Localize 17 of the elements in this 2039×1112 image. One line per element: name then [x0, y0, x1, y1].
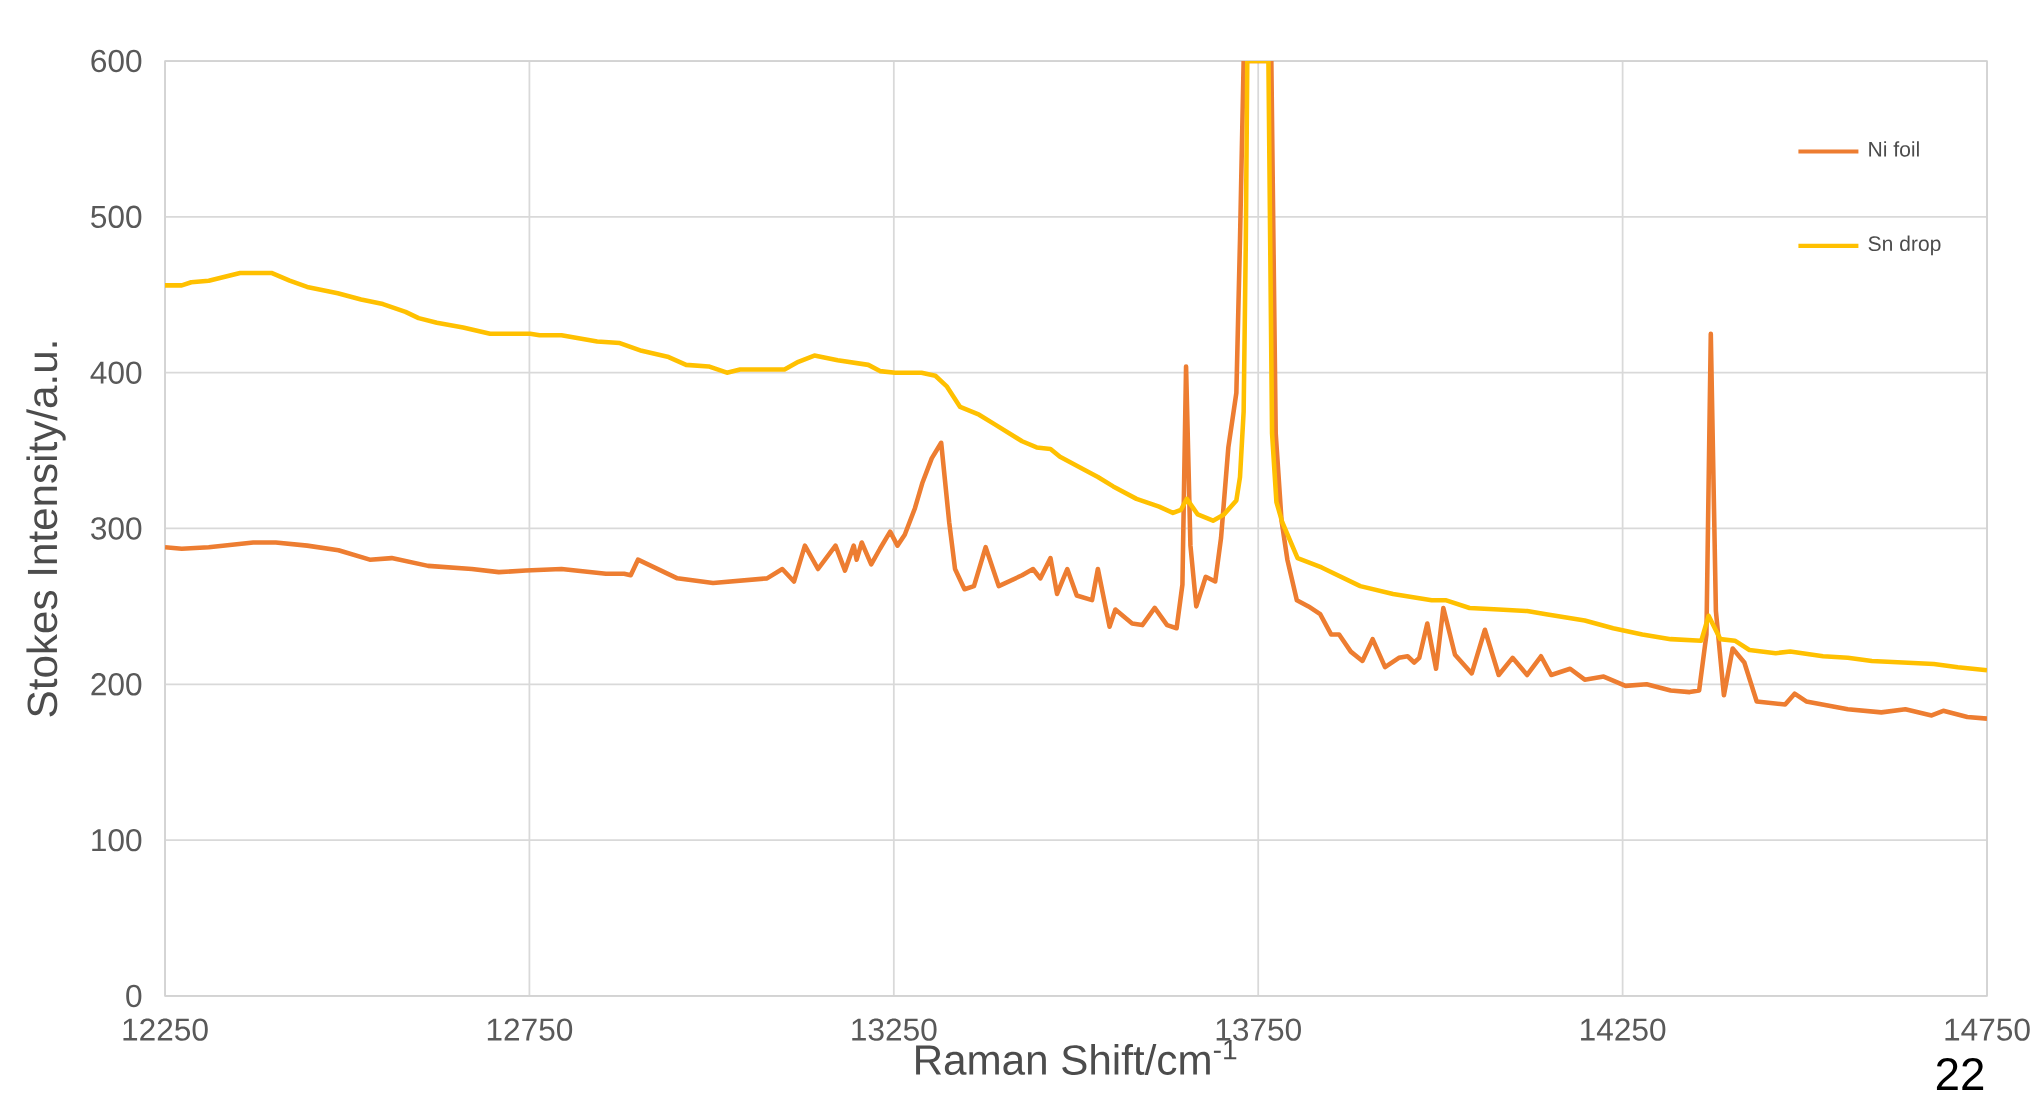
text: 22 — [1936, 1058, 1984, 1090]
x-tick-label: 13750 — [1216, 1018, 1301, 1041]
y-tick-label: 0 — [126, 984, 142, 1008]
legend-label: Ni foil — [1869, 141, 1919, 157]
x-tick-label: 14250 — [1581, 1018, 1666, 1041]
y-tick-label: 600 — [91, 49, 142, 73]
y-tick-label: 300 — [91, 517, 142, 540]
x-tick-label: 12250 — [123, 1018, 208, 1041]
x-tick-label: 14750 — [1945, 1018, 2030, 1041]
legend-label: Sn drop — [1868, 235, 1941, 256]
y-tick-label: 100 — [92, 828, 142, 852]
y-tick-label: 200 — [91, 673, 142, 696]
x-tick-label: 12750 — [487, 1018, 573, 1041]
y-axis-title: Stokes Intensity/a.u. — [26, 342, 66, 717]
y-tick-label: 400 — [90, 361, 142, 384]
x-tick-label: 13250 — [852, 1018, 937, 1041]
y-tick-label: 500 — [91, 205, 142, 229]
